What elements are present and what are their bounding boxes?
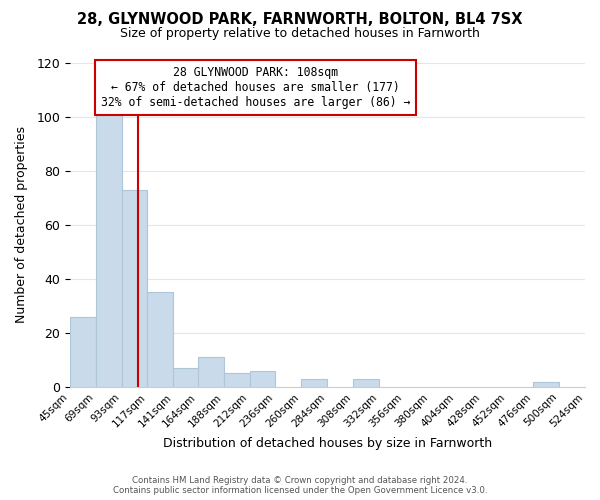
Bar [250, 370, 275, 387]
Y-axis label: Number of detached properties: Number of detached properties [15, 126, 28, 323]
Bar [122, 190, 148, 387]
Bar [353, 379, 379, 387]
X-axis label: Distribution of detached houses by size in Farnworth: Distribution of detached houses by size … [163, 437, 492, 450]
Bar [301, 379, 327, 387]
Text: 28, GLYNWOOD PARK, FARNWORTH, BOLTON, BL4 7SX: 28, GLYNWOOD PARK, FARNWORTH, BOLTON, BL… [77, 12, 523, 28]
Bar [148, 292, 173, 387]
Bar [96, 114, 122, 387]
Bar [533, 382, 559, 387]
Text: Size of property relative to detached houses in Farnworth: Size of property relative to detached ho… [120, 28, 480, 40]
Bar [173, 368, 199, 387]
Bar [198, 357, 224, 387]
Text: Contains HM Land Registry data © Crown copyright and database right 2024.
Contai: Contains HM Land Registry data © Crown c… [113, 476, 487, 495]
Bar [224, 374, 250, 387]
Text: 28 GLYNWOOD PARK: 108sqm
← 67% of detached houses are smaller (177)
32% of semi-: 28 GLYNWOOD PARK: 108sqm ← 67% of detach… [101, 66, 410, 108]
Bar [70, 316, 96, 387]
